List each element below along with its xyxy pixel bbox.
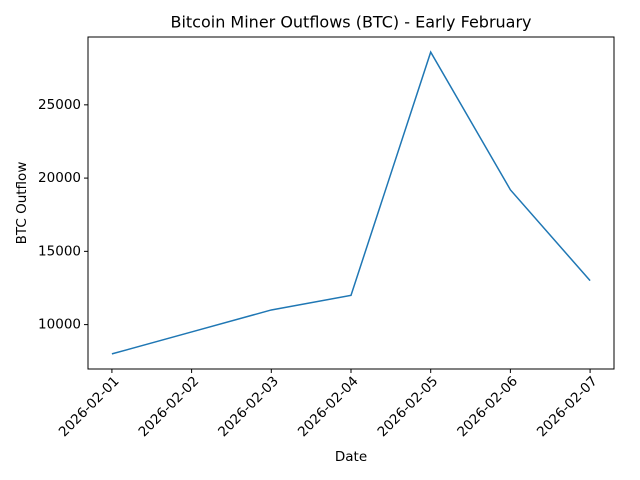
x-axis-label: Date <box>335 449 367 465</box>
y-tick-label: 20000 <box>38 170 81 186</box>
y-tick-label: 15000 <box>38 243 81 259</box>
chart-title: Bitcoin Miner Outflows (BTC) - Early Feb… <box>170 13 531 32</box>
y-tick-label: 25000 <box>38 97 81 113</box>
line-series <box>111 50 591 355</box>
y-tick-label: 10000 <box>38 317 81 333</box>
y-axis-label: BTC Outflow <box>14 162 30 245</box>
